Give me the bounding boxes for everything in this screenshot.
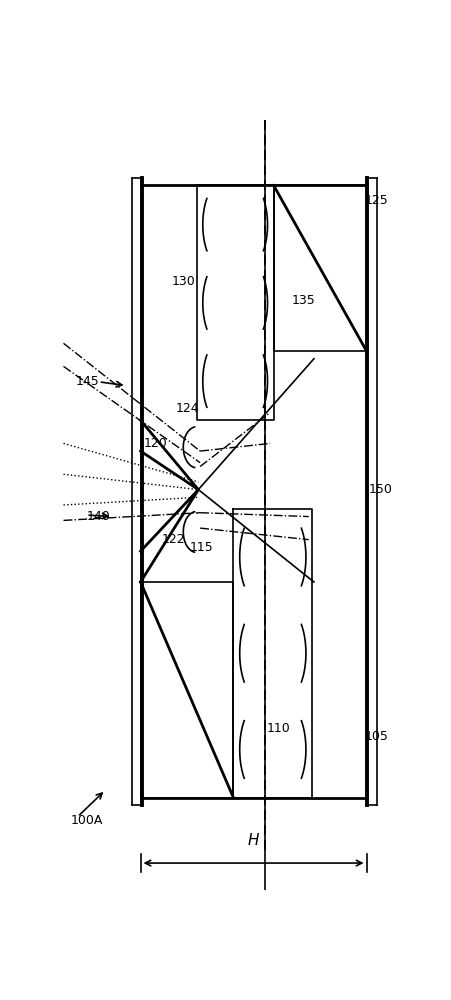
Text: 100A: 100A [70, 814, 103, 827]
Text: 150: 150 [368, 483, 391, 496]
Text: 135: 135 [290, 294, 314, 307]
Text: 115: 115 [189, 541, 213, 554]
Text: 122: 122 [161, 533, 185, 546]
Text: 140: 140 [86, 510, 110, 523]
Text: H: H [247, 833, 259, 848]
Text: 120: 120 [144, 437, 167, 450]
Text: 130: 130 [172, 275, 195, 288]
Text: 110: 110 [266, 722, 290, 735]
Text: 105: 105 [364, 730, 388, 742]
Text: 125: 125 [364, 194, 388, 207]
Text: 124: 124 [175, 402, 199, 415]
Text: 145: 145 [76, 375, 99, 388]
